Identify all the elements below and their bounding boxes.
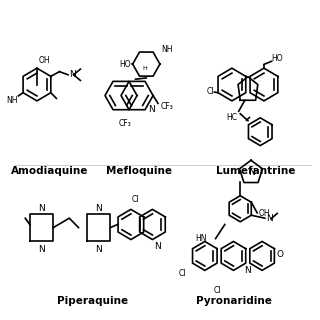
Text: N: N (95, 204, 102, 212)
Text: O: O (276, 250, 284, 259)
Text: NH: NH (6, 97, 18, 106)
Text: N: N (267, 214, 273, 223)
Text: OH: OH (259, 209, 270, 218)
Text: Cl: Cl (179, 269, 186, 278)
Text: Pyronaridine: Pyronaridine (196, 297, 272, 307)
Text: HO: HO (119, 60, 131, 68)
Text: CF₃: CF₃ (160, 102, 173, 111)
Text: N: N (38, 204, 45, 212)
Text: Piperaquine: Piperaquine (57, 297, 128, 307)
Text: OH: OH (38, 56, 50, 65)
Text: N: N (69, 70, 76, 79)
Text: Amodiaquine: Amodiaquine (11, 166, 88, 176)
Text: HO: HO (272, 54, 283, 63)
Text: Cl: Cl (213, 286, 221, 295)
Text: N: N (154, 242, 160, 251)
Text: NH: NH (161, 45, 173, 54)
Text: Lumefantrine: Lumefantrine (216, 166, 295, 176)
Text: N: N (244, 267, 251, 276)
Text: CF₃: CF₃ (118, 119, 131, 128)
Text: HC: HC (226, 113, 237, 122)
Text: Mefloquine: Mefloquine (106, 166, 172, 176)
Text: N: N (248, 168, 254, 177)
Text: N: N (38, 245, 45, 254)
Text: Cl: Cl (132, 195, 139, 204)
Text: Cl: Cl (206, 87, 214, 96)
Text: HN: HN (195, 234, 206, 243)
Text: H: H (142, 66, 147, 71)
Text: N: N (148, 105, 155, 114)
Text: N: N (95, 245, 102, 254)
